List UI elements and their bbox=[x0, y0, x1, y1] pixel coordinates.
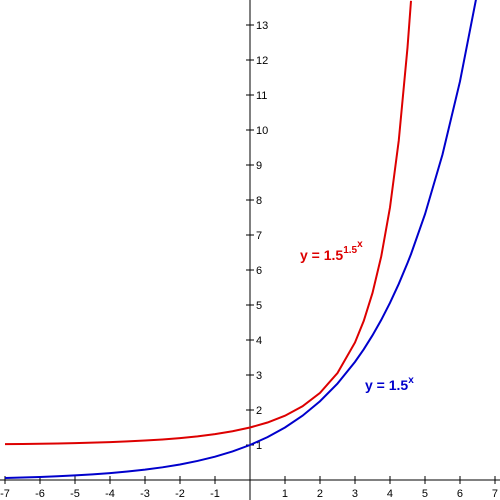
y-tick-label: 9 bbox=[256, 160, 262, 172]
x-tick-label: 3 bbox=[352, 488, 358, 500]
annotation-exponent: 1.5 bbox=[343, 245, 357, 256]
y-tick-label: 7 bbox=[256, 230, 262, 242]
curve bbox=[4, 0, 412, 446]
y-tick-label: 10 bbox=[256, 125, 268, 137]
y-tick-label: 5 bbox=[256, 300, 262, 312]
y-tick-label: 3 bbox=[256, 370, 262, 382]
annotation-base: y = 1.5 bbox=[300, 247, 343, 263]
annotation: y = 1.51.5x bbox=[300, 239, 363, 263]
y-tick-label: 1 bbox=[256, 440, 262, 452]
y-tick-label: 2 bbox=[256, 405, 262, 417]
curve bbox=[4, 0, 477, 479]
x-tick-label: 7 bbox=[492, 488, 498, 500]
x-tick-label: -4 bbox=[105, 488, 115, 500]
x-tick-label: 2 bbox=[317, 488, 323, 500]
plot bbox=[4, 0, 477, 479]
x-tick-label: -7 bbox=[0, 488, 10, 500]
y-tick-label: 6 bbox=[256, 265, 262, 277]
y-tick-label: 13 bbox=[256, 20, 268, 32]
annotation-exponent: x bbox=[408, 375, 414, 386]
x-tick-label: 5 bbox=[422, 488, 428, 500]
x-tick-label: -6 bbox=[35, 488, 45, 500]
annotation-exponent: x bbox=[357, 239, 363, 250]
x-tick-label: -5 bbox=[70, 488, 80, 500]
annotation: y = 1.5x bbox=[365, 375, 414, 393]
x-tick-label: -1 bbox=[210, 488, 220, 500]
y-tick-label: 4 bbox=[256, 335, 262, 347]
y-tick-label: 11 bbox=[256, 90, 267, 102]
y-tick-label: 12 bbox=[256, 55, 268, 67]
x-tick-label: -3 bbox=[140, 488, 150, 500]
y-tick-label: 8 bbox=[256, 195, 262, 207]
x-tick-label: 1 bbox=[282, 488, 288, 500]
annotation-base: y = 1.5 bbox=[365, 377, 408, 393]
x-tick-label: 4 bbox=[387, 488, 393, 500]
x-tick-label: 6 bbox=[457, 488, 463, 500]
x-tick-label: -2 bbox=[175, 488, 185, 500]
